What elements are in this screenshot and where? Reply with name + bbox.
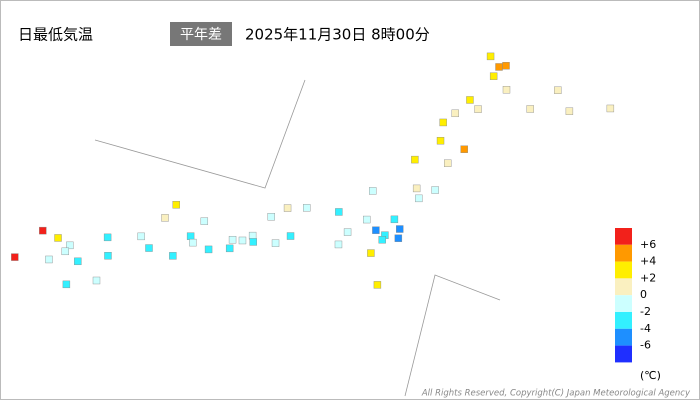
legend-swatch (615, 278, 632, 296)
station (286, 232, 295, 240)
legend-swatch (615, 312, 632, 329)
station (372, 226, 380, 234)
station (45, 255, 53, 264)
station (92, 276, 101, 285)
station (486, 52, 495, 61)
legend-label: -6 (640, 339, 651, 352)
stations (11, 52, 615, 289)
station (502, 86, 511, 94)
station (451, 109, 459, 118)
legend-label: -4 (640, 322, 651, 335)
station (502, 61, 510, 70)
station (104, 252, 112, 260)
station (495, 63, 503, 71)
legend-swatch (615, 244, 632, 262)
datetime: 2025年11月30日 8時00分 (245, 26, 430, 44)
station (343, 228, 352, 236)
station (335, 208, 343, 216)
station (61, 247, 69, 256)
station (334, 240, 343, 249)
station (225, 244, 234, 253)
station (172, 201, 180, 209)
station (248, 231, 257, 240)
station (466, 96, 474, 104)
station (39, 226, 47, 235)
station (238, 236, 247, 245)
station (554, 86, 562, 94)
station (436, 136, 445, 145)
legend-label: -2 (640, 305, 651, 318)
station (66, 241, 74, 250)
station (439, 118, 447, 127)
station (431, 186, 439, 194)
inset-border (404, 274, 501, 397)
station (54, 234, 62, 242)
title: 日最低気温 (18, 26, 93, 44)
station (378, 236, 386, 244)
station (169, 252, 177, 260)
station (606, 104, 615, 113)
badge: 平年差 (180, 27, 222, 43)
station (200, 217, 209, 225)
station (415, 194, 423, 203)
station (369, 187, 377, 195)
legend-label: +4 (640, 255, 656, 268)
station (394, 234, 403, 242)
station (145, 244, 153, 252)
copyright: All Rights Reserved, Copyright(C) Japan … (421, 389, 691, 399)
badge-bg (170, 22, 232, 46)
station (161, 214, 169, 222)
station (62, 280, 71, 289)
station (396, 225, 404, 233)
legend-swatch (615, 261, 632, 279)
station (137, 232, 145, 241)
station (411, 155, 419, 164)
station (444, 159, 452, 167)
station (271, 239, 280, 247)
station (460, 145, 468, 153)
station (283, 204, 292, 212)
station (303, 204, 311, 212)
station (367, 249, 375, 257)
station (228, 235, 237, 244)
station (363, 215, 371, 224)
legend-unit: (℃) (640, 369, 661, 382)
legend-label: 0 (640, 288, 647, 301)
station (11, 253, 19, 261)
station (267, 213, 275, 221)
station (489, 72, 498, 80)
legend-swatch (615, 295, 632, 312)
station (474, 105, 482, 113)
legend-label: +2 (640, 271, 656, 284)
station (526, 105, 534, 113)
inset-border (94, 79, 306, 189)
station (565, 107, 574, 115)
station (189, 238, 197, 247)
station (74, 257, 82, 266)
legend-swatch (615, 345, 632, 363)
station (390, 215, 399, 224)
station (103, 233, 112, 242)
legend: +6 +4 +2 0 -2 -4 -6 (615, 228, 656, 363)
station (412, 184, 421, 193)
legend-swatch (615, 328, 632, 346)
station (249, 238, 257, 246)
legend-swatch (615, 228, 632, 245)
station (204, 245, 213, 254)
station (186, 232, 195, 240)
legend-label: +6 (640, 238, 656, 251)
station (373, 281, 382, 289)
